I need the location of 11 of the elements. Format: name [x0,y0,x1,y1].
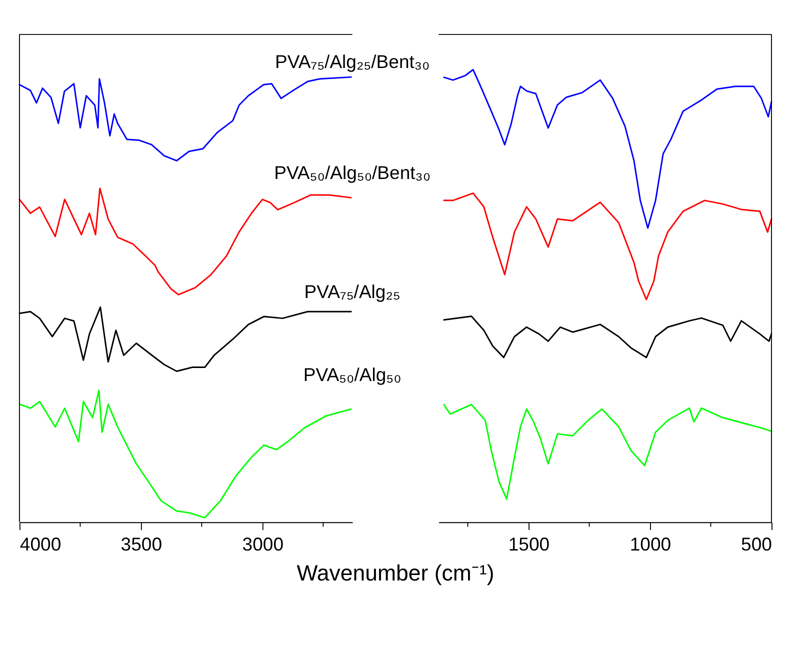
x-tick-label: 4000 [20,533,62,554]
series-label: PVA₅₀/Alg₅₀/Bent₃₀ [274,162,431,184]
x-tick-label: 3500 [120,533,162,554]
x-tick-label: 500 [741,533,772,554]
x-tick-label: 1500 [508,533,550,554]
series-label: PVA₅₀/Alg₅₀ [303,364,402,386]
x-tick-label: 1000 [630,533,672,554]
series-label: PVA₇₅/Alg₂₅/Bent₃₀ [275,50,430,72]
series-label: PVA₇₅/Alg₂₅ [304,280,400,302]
x-tick-label: 3000 [242,533,284,554]
x-axis-title: Wavenumber (cm⁻¹) [296,560,494,586]
